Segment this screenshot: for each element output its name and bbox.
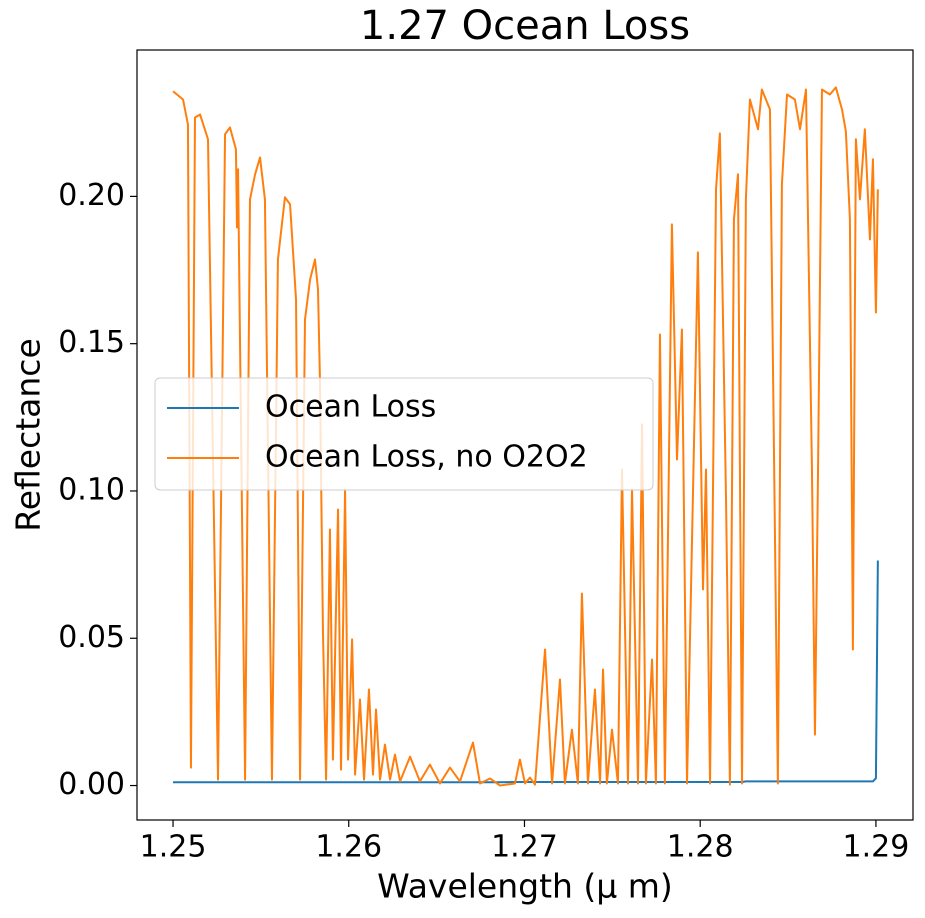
y-tick-label: 0.20 [58, 178, 125, 213]
x-axis-label: Wavelength (μ m) [377, 867, 673, 906]
series-line [173, 560, 879, 784]
y-axis-label: Reflectance [9, 338, 48, 532]
y-tick-label: 0.15 [58, 325, 125, 360]
y-tick-label: 0.05 [58, 620, 125, 655]
chart-title: 1.27 Ocean Loss [360, 3, 690, 49]
legend-label: Ocean Loss [265, 390, 436, 425]
legend: Ocean Loss Ocean Loss, no O2O2 [154, 377, 654, 491]
series-line [172, 86, 879, 787]
legend-label: Ocean Loss, no O2O2 [265, 440, 588, 475]
plot-frame [136, 49, 914, 821]
y-tick-label: 0.10 [58, 472, 125, 507]
y-tick-label: 0.00 [58, 767, 125, 802]
x-tick-label: 1.28 [667, 830, 734, 865]
x-tick-label: 1.27 [491, 830, 558, 865]
x-tick-label: 1.25 [140, 830, 207, 865]
legend-box [154, 377, 654, 491]
x-tick-label: 1.29 [843, 830, 910, 865]
x-tick-label: 1.26 [315, 830, 382, 865]
